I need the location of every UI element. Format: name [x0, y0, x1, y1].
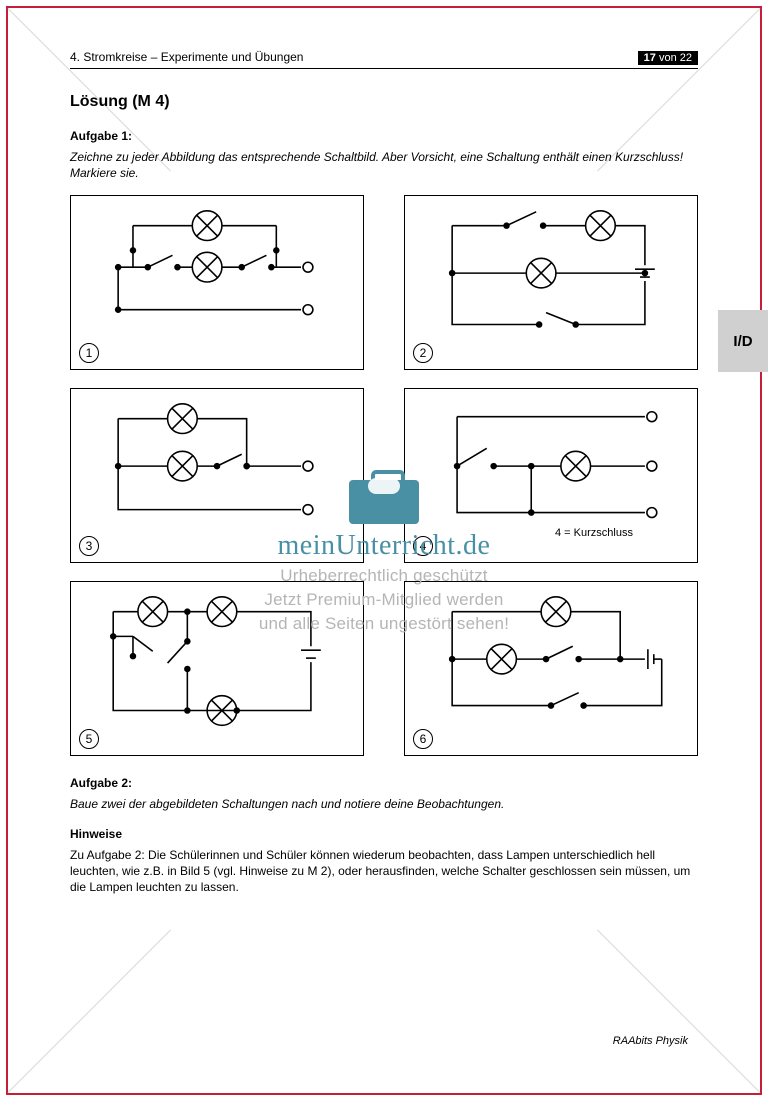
page-number-badge: 17 von 22 [638, 51, 698, 65]
task1-body: Zeichne zu jeder Abbildung das entsprech… [70, 149, 698, 181]
diagram-note: 4 = Kurzschluss [555, 527, 633, 539]
running-header: 4. Stromkreise – Experimente und Übungen… [70, 50, 698, 69]
circuit-1 [71, 196, 363, 369]
header-chapter: 4. Stromkreise – Experimente und Übungen [70, 50, 303, 64]
hints-label: Hinweise [70, 827, 698, 841]
diagram-cell-2: 2 [404, 195, 698, 370]
diagram-grid: 1 2 [70, 195, 698, 756]
circuit-6 [405, 582, 697, 755]
task2-body: Baue zwei der abgebildeten Schaltungen n… [70, 796, 698, 812]
page-total: 22 [680, 52, 692, 64]
page-sep: von [656, 52, 680, 64]
diagram-cell-5: 5 [70, 581, 364, 756]
circuit-4 [405, 389, 697, 562]
page-current: 17 [644, 52, 656, 64]
task1-label: Aufgabe 1: [70, 129, 698, 143]
circuit-5 [71, 582, 363, 755]
footer-source: RAAbits Physik [613, 1035, 688, 1047]
task2-label: Aufgabe 2: [70, 776, 698, 790]
section-tab: I/D [718, 310, 768, 372]
diagram-cell-4: 4 4 = Kurzschluss [404, 388, 698, 563]
hints-body: Zu Aufgabe 2: Die Schülerinnen und Schül… [70, 847, 698, 896]
circuit-2 [405, 196, 697, 369]
diagram-cell-6: 6 [404, 581, 698, 756]
page-content: 4. Stromkreise – Experimente und Übungen… [70, 50, 698, 1051]
circuit-3 [71, 389, 363, 562]
diagram-cell-3: 3 [70, 388, 364, 563]
page-title: Lösung (M 4) [70, 93, 698, 111]
diagram-cell-1: 1 [70, 195, 364, 370]
